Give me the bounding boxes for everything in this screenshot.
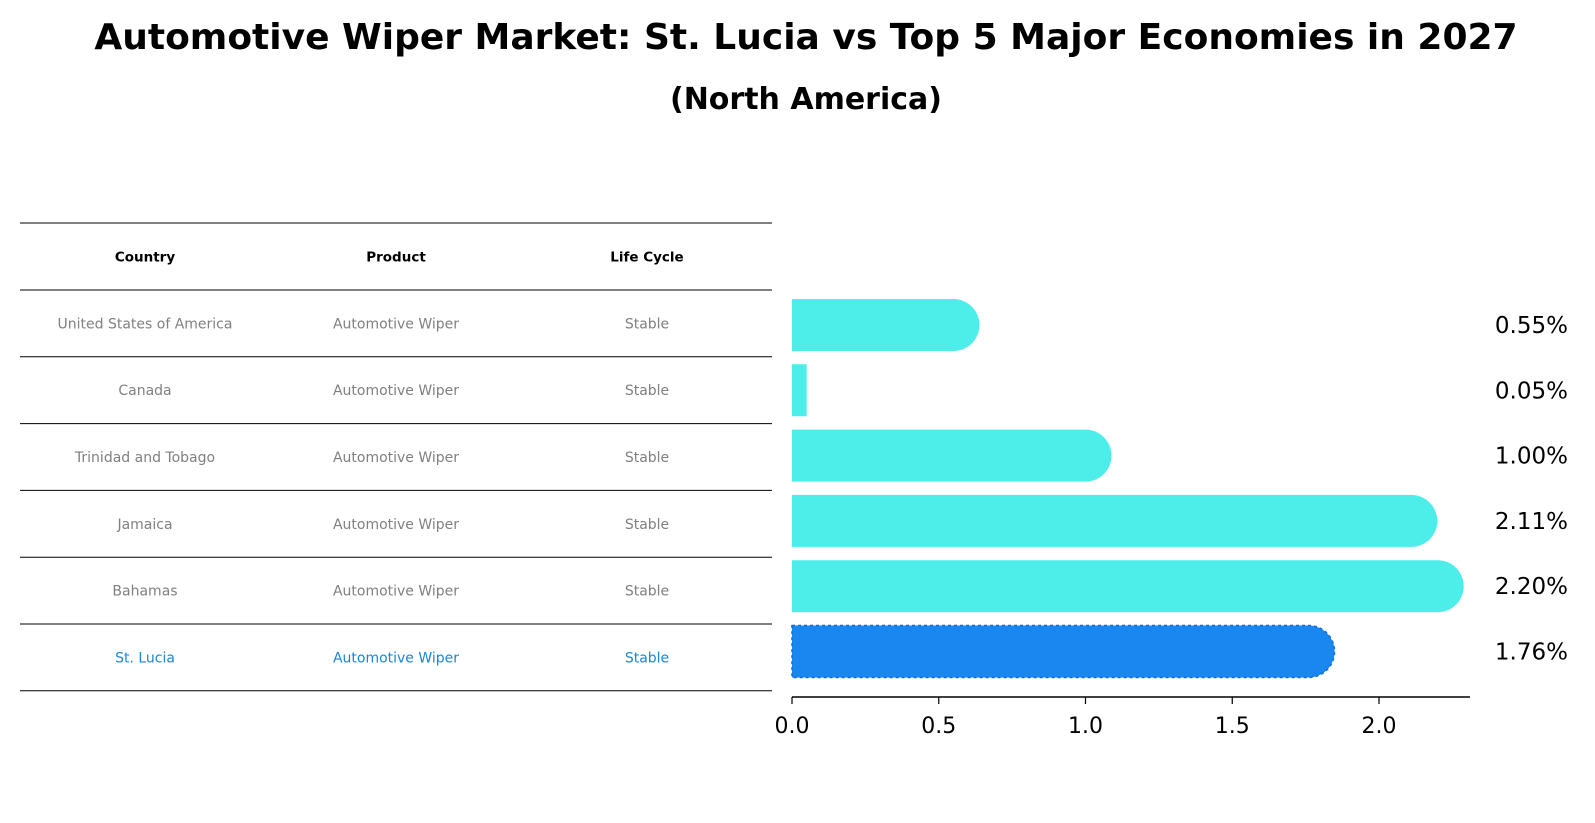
x-tick-label: 2.0 (1362, 714, 1397, 739)
cell-country: Bahamas (112, 584, 177, 600)
bar-value-label: 0.55% (1495, 313, 1568, 339)
cell-country: St. Lucia (115, 650, 175, 666)
bar-group: 2.20% (792, 560, 1568, 613)
x-axis: 0.0 0.5 1.0 1.5 2.0 (775, 696, 1470, 739)
cell-product: Automotive Wiper (333, 450, 459, 466)
table-row: Canada Automotive Wiper Stable (20, 383, 772, 425)
bar-value-label: 1.00% (1495, 444, 1568, 470)
chart-title: Automotive Wiper Market: St. Lucia vs To… (94, 17, 1517, 58)
x-tick-label: 1.5 (1215, 714, 1250, 739)
header-country: Country (115, 250, 176, 266)
cell-product: Automotive Wiper (333, 316, 459, 332)
cell-country: Canada (118, 383, 171, 399)
cell-product: Automotive Wiper (333, 650, 459, 666)
cell-country: United States of America (58, 316, 233, 332)
cell-country: Jamaica (116, 517, 172, 533)
cell-life-cycle: Stable (625, 383, 669, 399)
cell-life-cycle: Stable (625, 650, 669, 666)
table-row: St. Lucia Automotive Wiper Stable (20, 650, 772, 692)
x-tick-label: 0.0 (775, 714, 810, 739)
table-row: Jamaica Automotive Wiper Stable (20, 517, 772, 558)
bar-group: 1.00% (792, 429, 1568, 482)
bar (792, 560, 1464, 613)
cell-life-cycle: Stable (625, 517, 669, 533)
chart-subtitle: (North America) (670, 82, 942, 117)
table-row: Bahamas Automotive Wiper Stable (20, 584, 772, 625)
bar-value-label: 1.76% (1495, 640, 1568, 666)
cell-life-cycle: Stable (625, 584, 669, 600)
bar-group: 2.11% (792, 494, 1568, 547)
x-tick-label: 1.0 (1068, 714, 1103, 739)
cell-country: Trinidad and Tobago (74, 450, 215, 466)
bar-value-label: 2.20% (1495, 574, 1568, 600)
table-row: Trinidad and Tobago Automotive Wiper Stabl… (20, 450, 772, 491)
bar-group: 0.55% (792, 299, 1568, 351)
cell-product: Automotive Wiper (333, 383, 459, 399)
header-life-cycle: Life Cycle (610, 250, 683, 266)
bar-series: 0.55% 0.05% 1.00% 2.11% 2.20% 1.76% (791, 299, 1568, 679)
bar-value-label: 0.05% (1495, 378, 1568, 404)
bar (792, 429, 1112, 482)
cell-life-cycle: Stable (625, 450, 669, 466)
bar-value-label: 2.11% (1495, 509, 1568, 535)
bar (792, 299, 980, 351)
header-product: Product (366, 250, 426, 266)
data-table: Country Product Life Cycle United States of… (20, 222, 772, 692)
bar (792, 364, 807, 417)
cell-product: Automotive Wiper (333, 584, 459, 600)
table-row: United States of America Automotive Wiper… (20, 316, 772, 358)
bar-group: 0.05% (792, 364, 1568, 417)
bar-highlight (791, 624, 1336, 679)
cell-product: Automotive Wiper (333, 517, 459, 533)
cell-life-cycle: Stable (625, 316, 669, 332)
bar (792, 494, 1438, 547)
x-tick-label: 0.5 (921, 714, 956, 739)
bar-group: 1.76% (791, 624, 1568, 679)
